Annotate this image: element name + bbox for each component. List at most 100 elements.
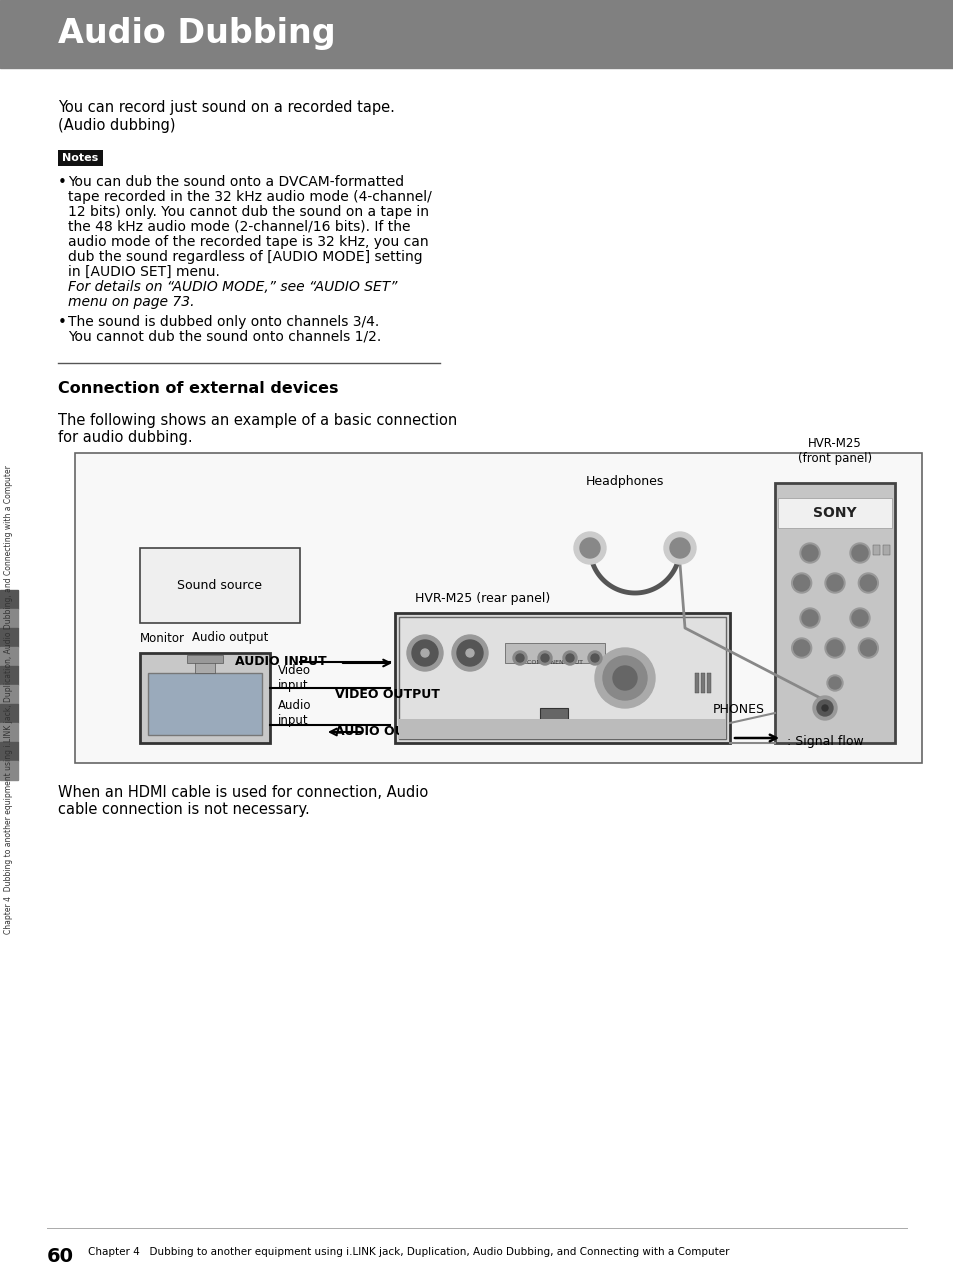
Circle shape — [579, 538, 599, 558]
Circle shape — [816, 699, 832, 716]
Text: Audio output: Audio output — [192, 631, 268, 643]
Text: tape recorded in the 32 kHz audio mode (4-channel/: tape recorded in the 32 kHz audio mode (… — [68, 190, 432, 204]
Circle shape — [826, 640, 842, 656]
Circle shape — [587, 651, 601, 665]
Text: audio mode of the recorded tape is 32 kHz, you can: audio mode of the recorded tape is 32 kH… — [68, 234, 428, 248]
Circle shape — [860, 640, 876, 656]
Circle shape — [858, 573, 878, 592]
Circle shape — [516, 654, 523, 662]
Circle shape — [824, 573, 844, 592]
Circle shape — [849, 608, 869, 628]
Text: Notes: Notes — [62, 153, 98, 163]
Bar — [0, 609, 18, 628]
Text: You can dub the sound onto a DVCAM-formatted: You can dub the sound onto a DVCAM-forma… — [68, 175, 404, 189]
Bar — [0, 761, 18, 780]
Text: dub the sound regardless of [AUDIO MODE] setting: dub the sound regardless of [AUDIO MODE]… — [68, 250, 422, 264]
Text: VIDEO OUTPUT: VIDEO OUTPUT — [335, 688, 439, 701]
Text: •: • — [58, 315, 67, 330]
Circle shape — [590, 654, 598, 662]
Circle shape — [791, 573, 811, 592]
Bar — [395, 613, 729, 743]
Text: For details on “AUDIO MODE,” see “AUDIO SET”: For details on “AUDIO MODE,” see “AUDIO … — [68, 280, 397, 294]
Bar — [0, 741, 18, 761]
Text: in [AUDIO SET] menu.: in [AUDIO SET] menu. — [68, 265, 219, 279]
Circle shape — [791, 638, 811, 657]
Circle shape — [452, 634, 488, 671]
Circle shape — [812, 696, 836, 720]
Text: menu on page 73.: menu on page 73. — [68, 296, 194, 310]
Circle shape — [537, 651, 552, 665]
Text: You cannot dub the sound onto channels 1/2.: You cannot dub the sound onto channels 1… — [68, 330, 381, 344]
Text: (Audio dubbing): (Audio dubbing) — [58, 118, 175, 132]
Bar — [140, 548, 299, 623]
Text: Audio
input: Audio input — [277, 699, 312, 727]
Text: Headphones: Headphones — [585, 475, 663, 488]
Circle shape — [562, 651, 577, 665]
Circle shape — [824, 638, 844, 657]
Bar — [0, 628, 18, 647]
Circle shape — [565, 654, 574, 662]
Text: Connection of external devices: Connection of external devices — [58, 381, 338, 396]
Text: COMPONENT OUT: COMPONENT OUT — [526, 660, 582, 665]
Circle shape — [801, 610, 817, 626]
Bar — [148, 673, 262, 735]
Circle shape — [407, 634, 442, 671]
Circle shape — [465, 648, 474, 657]
Text: AUDIO OUTPUT: AUDIO OUTPUT — [335, 725, 440, 738]
Bar — [700, 673, 704, 693]
Bar — [882, 545, 889, 555]
Bar — [872, 545, 879, 555]
Text: •: • — [58, 175, 67, 190]
Text: Chapter 4   Dubbing to another equipment using i.LINK jack, Duplication, Audio D: Chapter 4 Dubbing to another equipment u… — [88, 1247, 729, 1257]
Circle shape — [412, 640, 437, 666]
Bar — [187, 655, 223, 662]
Text: Audio Dubbing: Audio Dubbing — [58, 18, 335, 51]
Bar — [774, 483, 894, 743]
Circle shape — [860, 575, 876, 591]
Text: HVR-M25
(front panel): HVR-M25 (front panel) — [797, 437, 871, 465]
Circle shape — [826, 675, 842, 691]
Circle shape — [669, 538, 689, 558]
Text: 12 bits) only. You cannot dub the sound on a tape in: 12 bits) only. You cannot dub the sound … — [68, 205, 429, 219]
Bar — [0, 724, 18, 741]
Circle shape — [800, 543, 820, 563]
Circle shape — [793, 575, 809, 591]
Bar — [398, 719, 725, 739]
Bar — [194, 661, 214, 673]
Circle shape — [851, 610, 867, 626]
Bar — [539, 708, 567, 722]
Circle shape — [849, 543, 869, 563]
Circle shape — [456, 640, 482, 666]
Text: for audio dubbing.: for audio dubbing. — [58, 431, 193, 445]
Text: When an HDMI cable is used for connection, Audio: When an HDMI cable is used for connectio… — [58, 785, 428, 800]
Circle shape — [828, 676, 841, 689]
Bar — [140, 654, 270, 743]
Circle shape — [851, 545, 867, 561]
Circle shape — [663, 533, 696, 564]
Bar — [0, 666, 18, 685]
Circle shape — [420, 648, 429, 657]
Bar — [0, 685, 18, 705]
Text: The following shows an example of a basic connection: The following shows an example of a basi… — [58, 413, 456, 428]
Text: PHONES: PHONES — [712, 703, 764, 716]
Bar — [398, 617, 725, 739]
Text: AUDIO INPUT: AUDIO INPUT — [234, 655, 326, 668]
Circle shape — [821, 705, 827, 711]
Bar — [0, 590, 18, 609]
Bar — [75, 454, 921, 763]
Text: Sound source: Sound source — [177, 578, 262, 592]
Bar — [0, 0, 953, 68]
Circle shape — [540, 654, 548, 662]
Bar — [778, 498, 891, 527]
Circle shape — [801, 545, 817, 561]
Text: Chapter 4  Dubbing to another equipment using i.LINK jack, Duplication, Audio Du: Chapter 4 Dubbing to another equipment u… — [5, 465, 13, 934]
Text: 60: 60 — [47, 1247, 74, 1266]
Text: Video
input: Video input — [277, 664, 311, 692]
Text: You can record just sound on a recorded tape.: You can record just sound on a recorded … — [58, 99, 395, 115]
Circle shape — [595, 648, 655, 708]
Circle shape — [613, 666, 637, 691]
Circle shape — [513, 651, 526, 665]
Text: the 48 kHz audio mode (2-channel/16 bits). If the: the 48 kHz audio mode (2-channel/16 bits… — [68, 220, 410, 234]
Circle shape — [858, 638, 878, 657]
Text: cable connection is not necessary.: cable connection is not necessary. — [58, 803, 310, 817]
